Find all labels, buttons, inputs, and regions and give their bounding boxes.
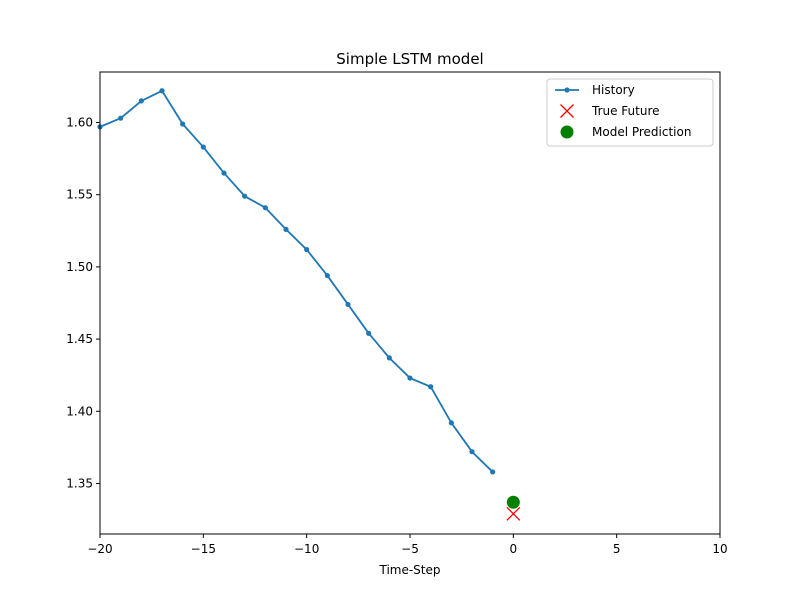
legend-model-prediction-marker xyxy=(560,125,574,139)
plot-area: −20 −15 −10 −5 0 5 10 1.35 1.40 1.45 1.50 1.55 1.60 H… xyxy=(66,71,728,556)
history-point xyxy=(407,375,413,381)
y-tick-label: 1.45 xyxy=(66,332,93,346)
legend-true-future-marker xyxy=(560,104,574,118)
x-tick-label: −10 xyxy=(294,542,319,556)
x-tick-label: 0 xyxy=(510,542,518,556)
history-point xyxy=(118,115,124,121)
model-prediction-marker xyxy=(506,495,520,509)
history-point xyxy=(428,384,434,390)
history-point xyxy=(138,98,144,104)
history-point xyxy=(304,246,310,253)
history-point xyxy=(324,272,330,279)
x-tick-label: −20 xyxy=(87,542,112,556)
legend-box xyxy=(546,78,714,147)
history-point xyxy=(221,170,227,176)
history-point xyxy=(159,88,165,94)
history-point xyxy=(490,469,496,475)
history-point xyxy=(469,449,475,455)
history-point xyxy=(448,420,454,426)
history-point xyxy=(345,301,351,308)
x-tick-label: 5 xyxy=(613,542,621,556)
true-future-marker xyxy=(506,506,521,521)
history-point xyxy=(242,193,248,199)
legend-label: History xyxy=(592,83,635,97)
y-tick-label: 1.40 xyxy=(66,404,93,418)
legend-label: Model Prediction xyxy=(592,125,691,139)
history-point xyxy=(262,205,268,211)
history-point xyxy=(366,330,372,336)
legend-label: True Future xyxy=(591,104,660,118)
x-tick-label: 10 xyxy=(712,542,727,556)
x-tick-label: −15 xyxy=(191,542,216,556)
y-tick-label: 1.35 xyxy=(66,476,93,490)
legend-history-dot xyxy=(564,87,570,93)
history-series-line xyxy=(99,89,494,473)
y-tick-label: 1.50 xyxy=(66,260,93,274)
y-tick-label: 1.60 xyxy=(66,116,93,130)
y-tick-label: 1.55 xyxy=(66,188,93,202)
x-tick-label: −5 xyxy=(401,542,419,556)
history-point xyxy=(200,144,206,150)
chart-title: Simple LSTM model xyxy=(336,50,483,68)
x-axis-label: Time-Step xyxy=(378,563,440,577)
history-point xyxy=(180,121,186,127)
history-point xyxy=(283,226,289,232)
history-point xyxy=(386,355,392,361)
